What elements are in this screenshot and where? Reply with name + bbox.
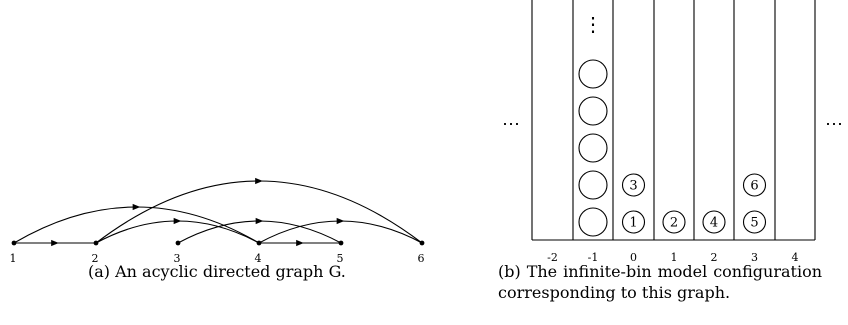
bin-label-3: 3 xyxy=(751,251,758,264)
ball-bin-3-2: 6 xyxy=(742,173,767,197)
node-6-dot xyxy=(419,240,425,246)
right-ellipsis: ⋯ xyxy=(825,114,843,135)
node-5-label: 5 xyxy=(337,252,344,265)
left-ellipsis: ⋯ xyxy=(502,114,520,135)
bin-label-2: 2 xyxy=(711,251,718,264)
edge-4-6 xyxy=(258,217,423,244)
ball-bin--1-3 xyxy=(578,133,608,163)
node-5-dot xyxy=(338,240,344,246)
ball-bin-0-1: 1 xyxy=(621,210,646,234)
node-3-label: 3 xyxy=(174,252,181,265)
ball-bin--1-5 xyxy=(578,59,608,89)
ball-label: 6 xyxy=(750,179,758,194)
caption-b: (b) The infinite-bin model configuration… xyxy=(498,262,822,302)
bin-label-1: 1 xyxy=(671,251,678,264)
ball-bin-0-2: 3 xyxy=(621,173,646,197)
node-1-dot xyxy=(11,240,17,246)
ball-bin-1-1: 2 xyxy=(662,210,686,234)
ball-label: 4 xyxy=(710,216,718,231)
ball-bin-3-1: 5 xyxy=(742,210,767,234)
node-4-label: 4 xyxy=(255,252,262,265)
node-2-dot xyxy=(93,240,99,246)
caption-a: (a) An acyclic directed graph G. xyxy=(88,262,346,281)
vertical-ellipsis: ⋮ xyxy=(583,12,603,36)
node-3-dot xyxy=(175,240,181,246)
node-6-label: 6 xyxy=(418,252,425,265)
bin-label--2: -2 xyxy=(547,251,558,264)
edge-1-4 xyxy=(13,203,260,244)
bin-label--1: -1 xyxy=(588,251,599,264)
ball-bin-2-1: 4 xyxy=(702,210,726,234)
ball-label: 1 xyxy=(629,216,637,231)
node-4-dot xyxy=(256,240,262,246)
node-1-label: 1 xyxy=(10,252,17,265)
ball-bin--1-1 xyxy=(578,207,608,237)
ball-label: 5 xyxy=(750,216,758,231)
node-2-label: 2 xyxy=(92,252,99,265)
bin-label-4: 4 xyxy=(792,251,799,264)
ball-label: 2 xyxy=(670,216,678,231)
ball-bin--1-4 xyxy=(578,96,608,126)
bin-label-0: 0 xyxy=(630,251,637,264)
ball-label: 3 xyxy=(629,179,637,194)
edge-2-6 xyxy=(95,177,423,244)
ball-bin--1-2 xyxy=(578,170,608,200)
